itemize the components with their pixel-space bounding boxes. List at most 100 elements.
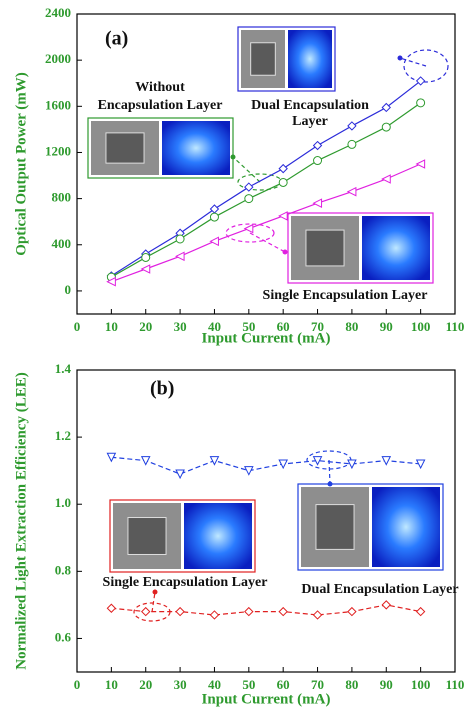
callout-arrow [329, 460, 330, 484]
data-point [382, 175, 390, 183]
x-axis-label: Input Current (mA) [202, 691, 331, 707]
data-point [279, 608, 287, 616]
data-point [142, 457, 150, 465]
x-tick-label: 0 [74, 677, 81, 692]
data-point [417, 160, 425, 168]
data-point [314, 199, 322, 207]
figure: 0400800120016002000240001020304050607080… [0, 0, 467, 717]
x-tick-label: 60 [277, 677, 290, 692]
y-tick-label: 0 [65, 282, 72, 297]
arrow-head [328, 482, 333, 487]
data-point [210, 205, 218, 213]
x-tick-label: 80 [345, 677, 358, 692]
x-tick-label: 10 [105, 677, 118, 692]
led-chip [306, 230, 344, 266]
led-chip [106, 133, 144, 163]
x-tick-label: 100 [411, 677, 431, 692]
data-point [245, 225, 253, 233]
y-tick-label: 400 [52, 236, 72, 251]
led-chip [251, 43, 276, 75]
data-point [382, 123, 390, 131]
arrow-head [398, 56, 403, 61]
data-point [417, 99, 425, 107]
x-tick-label: 90 [380, 677, 393, 692]
y-tick-label: 800 [52, 190, 72, 205]
panel-label: (b) [150, 378, 174, 400]
x-tick-label: 80 [345, 319, 358, 334]
led-glow [362, 216, 430, 280]
x-tick-label: 110 [446, 319, 465, 334]
arrow-head [231, 155, 236, 160]
led-glow [372, 487, 440, 567]
x-tick-label: 100 [411, 319, 431, 334]
y-axis-label: Optical Output Power (mW) [13, 72, 29, 255]
data-point [382, 457, 390, 465]
data-point [279, 178, 287, 186]
data-point [210, 213, 218, 221]
annotation: Single Encapsulation Layer [263, 288, 428, 303]
y-axis-label: Normalized Light Extraction Efficiency (… [13, 372, 29, 669]
data-point [279, 212, 287, 220]
x-tick-label: 40 [208, 677, 221, 692]
x-tick-label: 70 [311, 677, 324, 692]
data-point [176, 252, 184, 260]
callout-arrow [250, 233, 285, 252]
led-chip [128, 518, 166, 555]
data-point [245, 183, 253, 191]
data-point [142, 265, 150, 273]
x-tick-label: 20 [139, 677, 152, 692]
x-tick-label: 90 [380, 319, 393, 334]
data-point [245, 195, 253, 203]
x-tick-label: 110 [446, 677, 465, 692]
y-tick-label: 1.0 [55, 495, 71, 510]
series-line [111, 605, 420, 615]
x-axis-label: Input Current (mA) [202, 330, 331, 346]
led-glow [288, 30, 332, 88]
data-point [314, 611, 322, 619]
x-tick-label: 20 [139, 319, 152, 334]
data-point [417, 608, 425, 616]
y-tick-label: 2000 [45, 51, 71, 66]
data-point [245, 608, 253, 616]
arrow-head [153, 590, 158, 595]
y-tick-label: 1.4 [55, 361, 72, 376]
annotation: Layer [292, 114, 328, 129]
annotation: Without [135, 80, 185, 95]
callout-arrow [400, 58, 426, 66]
y-tick-label: 1.2 [55, 428, 71, 443]
y-tick-label: 0.8 [55, 562, 72, 577]
annotation: Dual Encapsulation [251, 98, 369, 113]
data-point [176, 470, 184, 478]
led-glow [184, 503, 252, 569]
data-point [142, 608, 150, 616]
data-point [142, 253, 150, 261]
y-tick-label: 1600 [45, 97, 71, 112]
x-tick-label: 10 [105, 319, 118, 334]
data-point [210, 611, 218, 619]
x-tick-label: 30 [174, 319, 187, 334]
arrow-head [283, 250, 288, 255]
annotation: Single Encapsulation Layer [103, 575, 268, 590]
y-tick-label: 1200 [45, 143, 71, 158]
y-tick-label: 2400 [45, 5, 71, 20]
x-tick-label: 0 [74, 319, 81, 334]
data-point [348, 122, 356, 130]
annotation: Encapsulation Layer [98, 98, 223, 113]
data-point [107, 604, 115, 612]
panel-label: (a) [105, 28, 128, 50]
data-point [348, 608, 356, 616]
data-point [348, 188, 356, 196]
callout-arrow [152, 592, 155, 612]
data-point [382, 601, 390, 609]
data-point [210, 237, 218, 245]
data-point [279, 165, 287, 173]
data-point [348, 140, 356, 148]
led-glow [162, 121, 230, 175]
x-tick-label: 50 [242, 677, 255, 692]
data-point [176, 235, 184, 243]
data-point [314, 157, 322, 165]
data-point [314, 142, 322, 150]
data-point [210, 457, 218, 465]
annotation: Dual Encapsulation Layer [301, 582, 458, 597]
series-line [111, 457, 420, 474]
